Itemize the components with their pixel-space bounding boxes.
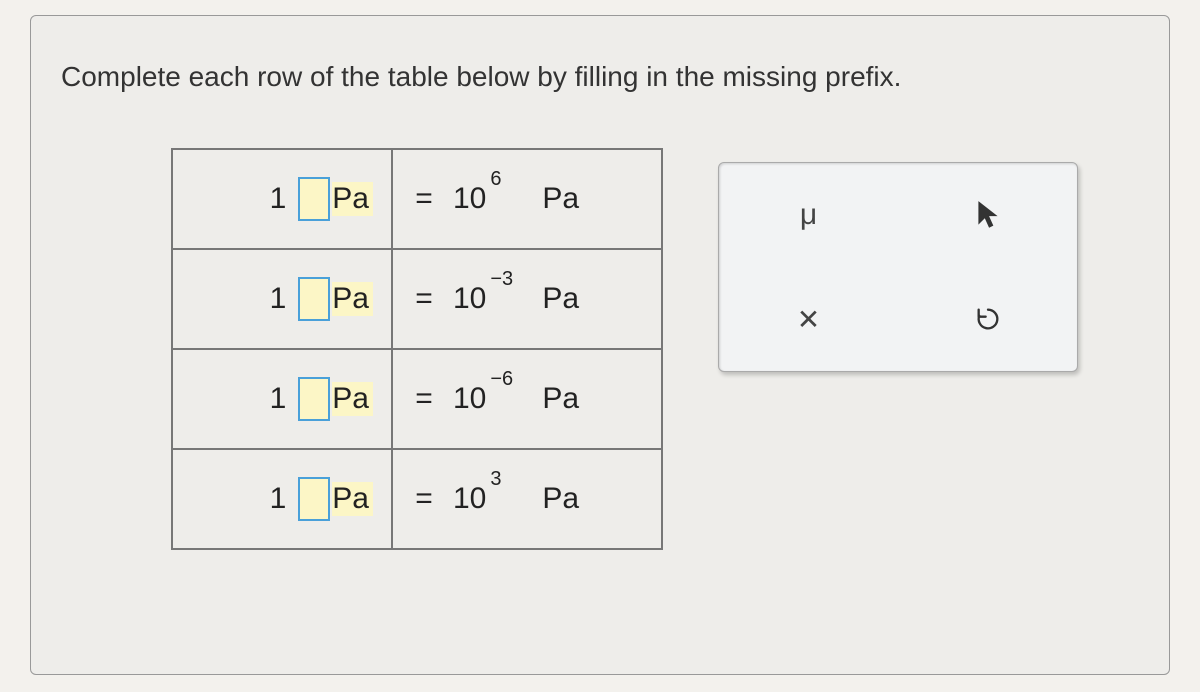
rhs-cell: = 10 6 Pa bbox=[392, 149, 662, 249]
lhs-unit: Pa bbox=[332, 382, 373, 416]
rhs-unit: Pa bbox=[542, 182, 579, 216]
coefficient: 1 bbox=[270, 482, 287, 516]
power-base: 10 3 bbox=[453, 482, 486, 516]
power-exponent: 3 bbox=[490, 468, 501, 491]
coefficient: 1 bbox=[270, 382, 287, 416]
toolbox-panel: μ ✕ bbox=[718, 162, 1078, 372]
table-row: 1 Pa = 10 3 Pa bbox=[172, 449, 662, 549]
table-row: 1 Pa = 10 6 Pa bbox=[172, 149, 662, 249]
power-base: 10 −6 bbox=[453, 382, 486, 416]
instruction-text: Complete each row of the table below by … bbox=[61, 61, 1139, 93]
lhs-cell: 1 Pa bbox=[172, 349, 392, 449]
lhs-cell: 1 Pa bbox=[172, 449, 392, 549]
rhs-unit: Pa bbox=[542, 282, 579, 316]
x-icon: ✕ bbox=[797, 303, 820, 336]
rhs-unit: Pa bbox=[542, 382, 579, 416]
content-row: 1 Pa = 10 6 Pa bbox=[61, 148, 1139, 550]
table-row: 1 Pa = 10 −6 Pa bbox=[172, 349, 662, 449]
mu-label: μ bbox=[800, 198, 817, 232]
clear-button[interactable]: ✕ bbox=[719, 267, 898, 371]
cursor-button[interactable] bbox=[898, 163, 1077, 267]
coefficient: 1 bbox=[270, 182, 287, 216]
prefix-input[interactable] bbox=[298, 177, 330, 221]
coefficient: 1 bbox=[270, 282, 287, 316]
prefix-input[interactable] bbox=[298, 277, 330, 321]
reset-icon bbox=[974, 305, 1002, 333]
lhs-cell: 1 Pa bbox=[172, 149, 392, 249]
lhs-unit: Pa bbox=[332, 282, 373, 316]
prefix-table: 1 Pa = 10 6 Pa bbox=[171, 148, 663, 550]
lhs-unit: Pa bbox=[332, 482, 373, 516]
reset-button[interactable] bbox=[898, 267, 1077, 371]
equals-sign: = bbox=[415, 382, 433, 416]
equals-sign: = bbox=[415, 282, 433, 316]
rhs-cell: = 10 3 Pa bbox=[392, 449, 662, 549]
prefix-input[interactable] bbox=[298, 377, 330, 421]
rhs-unit: Pa bbox=[542, 482, 579, 516]
question-panel: Complete each row of the table below by … bbox=[30, 15, 1170, 675]
table-row: 1 Pa = 10 −3 Pa bbox=[172, 249, 662, 349]
equals-sign: = bbox=[415, 482, 433, 516]
power-base: 10 −3 bbox=[453, 282, 486, 316]
power-exponent: 6 bbox=[490, 168, 501, 191]
power-exponent: −3 bbox=[490, 268, 513, 291]
power-exponent: −6 bbox=[490, 368, 513, 391]
equals-sign: = bbox=[415, 182, 433, 216]
power-base: 10 6 bbox=[453, 182, 486, 216]
mu-button[interactable]: μ bbox=[719, 163, 898, 267]
rhs-cell: = 10 −3 Pa bbox=[392, 249, 662, 349]
lhs-unit: Pa bbox=[332, 182, 373, 216]
cursor-icon bbox=[975, 199, 1001, 231]
rhs-cell: = 10 −6 Pa bbox=[392, 349, 662, 449]
prefix-input[interactable] bbox=[298, 477, 330, 521]
lhs-cell: 1 Pa bbox=[172, 249, 392, 349]
